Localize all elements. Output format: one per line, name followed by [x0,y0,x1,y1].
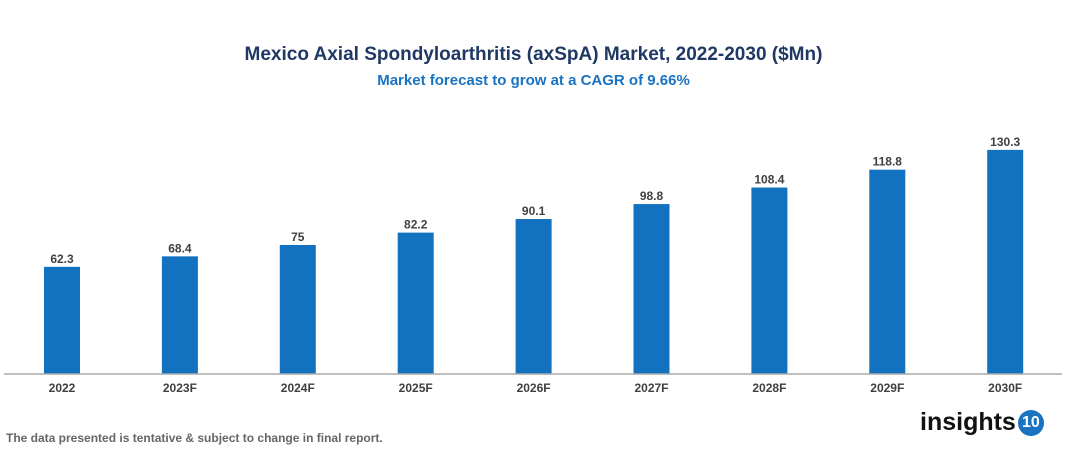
x-tick-label: 2025F [399,381,433,395]
bar-2026F [515,219,552,374]
logo-text: insights [920,408,1016,436]
data-label: 75 [291,230,305,244]
data-label: 90.1 [522,204,546,218]
data-label: 68.4 [168,241,192,255]
disclaimer: The data presented is tentative & subjec… [6,431,383,445]
data-label: 82.2 [404,218,428,232]
data-label: 118.8 [873,155,903,169]
data-label: 62.3 [50,252,74,266]
logo-badge: 10 [1017,409,1044,436]
x-tick-label: 2028F [752,381,786,395]
x-tick-label: 2029F [870,381,904,395]
chart-title: Mexico Axial Spondyloarthritis (axSpA) M… [244,44,823,65]
data-label: 130.3 [990,135,1020,149]
bar-2027F [633,204,670,374]
data-label: 98.8 [640,189,664,203]
x-tick-label: 2022 [49,381,76,395]
x-tick-label: 2024F [281,381,315,395]
x-tick-label: 2026F [517,381,551,395]
bar-2023F [161,256,198,374]
x-tick-label: 2030F [988,381,1022,395]
bar-2029F [869,169,906,374]
chart-subtitle: Market forecast to grow at a CAGR of 9.6… [377,72,690,89]
bar-2028F [751,187,788,374]
x-tick-label: 2023F [163,381,197,395]
bar-2025F [397,232,434,374]
bar-2022 [44,266,80,374]
bar-2024F [279,245,316,374]
insights10-logo: insights 10 [920,408,1044,437]
data-label: 108.4 [754,173,784,187]
bar-2030F [987,149,1024,374]
x-tick-label: 2027F [634,381,668,395]
